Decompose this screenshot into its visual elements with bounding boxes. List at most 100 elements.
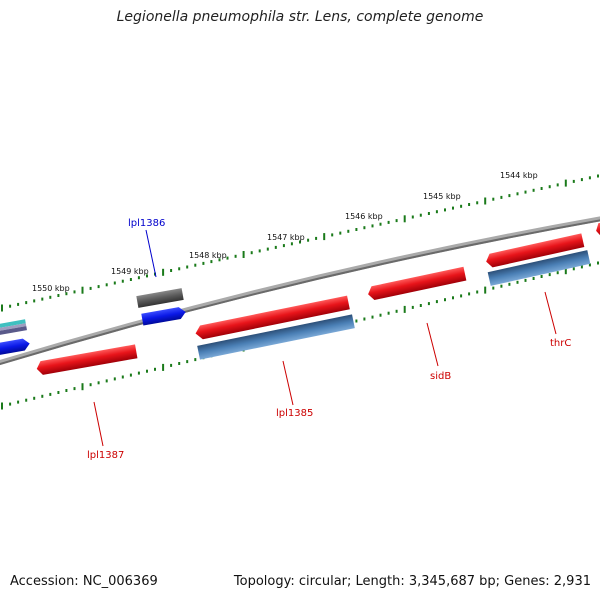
inner-scale-tick bbox=[597, 261, 599, 265]
inner-scale-tick bbox=[460, 294, 463, 298]
outer-scale-tick bbox=[492, 197, 495, 201]
outer-scale-tick bbox=[468, 203, 471, 206]
gene-cyan-edge[interactable] bbox=[0, 319, 27, 337]
genome-backbone bbox=[0, 216, 600, 366]
outer-scale-tick bbox=[49, 295, 52, 299]
outer-scale-tick bbox=[9, 304, 12, 308]
gene-red-sidb[interactable] bbox=[367, 266, 467, 301]
outer-scale-tick bbox=[65, 292, 68, 296]
gene-blue-small[interactable] bbox=[141, 306, 186, 326]
inner-scale-tick bbox=[170, 363, 173, 367]
kbp-label-1546: 1546 kbp bbox=[345, 212, 383, 221]
outer-scale-tick bbox=[355, 228, 358, 231]
accession-text: Accession: NC_006369 bbox=[10, 574, 158, 589]
scale-ticks-outer bbox=[1, 174, 599, 312]
inner-scale-tick bbox=[492, 286, 495, 290]
outer-scale-tick bbox=[347, 229, 350, 233]
outer-scale-tick bbox=[234, 254, 237, 258]
inner-scale-tick bbox=[468, 292, 471, 296]
gene-label-thrc[interactable]: thrC bbox=[550, 338, 571, 349]
gene-red-2[interactable] bbox=[485, 233, 585, 268]
outer-scale-tick bbox=[500, 195, 503, 199]
outer-scale-tick bbox=[307, 238, 310, 242]
outer-scale-tick bbox=[290, 242, 293, 246]
outer-scale-tick bbox=[218, 258, 221, 262]
inner-scale-tick bbox=[411, 305, 414, 309]
inner-scale-tick bbox=[97, 381, 100, 385]
inner-scale-tick bbox=[178, 362, 181, 365]
leader-lpl1386 bbox=[145, 229, 157, 278]
inner-scale-tick bbox=[548, 273, 551, 277]
inner-scale-tick bbox=[476, 290, 479, 294]
outer-scale-tick bbox=[282, 244, 285, 248]
gene-steel-lpl1385[interactable] bbox=[197, 314, 355, 360]
gene-label-lpl1385[interactable]: lpl1385 bbox=[276, 408, 313, 419]
outer-scale-tick bbox=[242, 251, 245, 258]
genome-summary-text: Topology: circular; Length: 3,345,687 bp… bbox=[233, 574, 591, 589]
outer-scale-tick bbox=[146, 274, 148, 278]
outer-scale-tick bbox=[89, 286, 92, 290]
gene-red-lpl1387[interactable] bbox=[36, 344, 138, 375]
outer-scale-tick bbox=[17, 302, 20, 306]
inner-scale-tick bbox=[403, 305, 406, 313]
outer-scale-tick bbox=[419, 213, 422, 217]
inner-scale-tick bbox=[516, 280, 519, 284]
outer-scale-tick bbox=[387, 220, 390, 224]
outer-scale-tick bbox=[226, 256, 229, 260]
inner-scale-tick bbox=[9, 402, 12, 406]
inner-scale-tick bbox=[379, 313, 382, 317]
outer-scale-tick bbox=[97, 285, 100, 289]
outer-scale-tick bbox=[274, 245, 277, 249]
inner-scale-tick bbox=[41, 394, 44, 398]
gene-label-sidb[interactable]: sidB bbox=[430, 371, 451, 382]
outer-scale-tick bbox=[299, 240, 301, 244]
inner-scale-tick bbox=[105, 379, 108, 383]
outer-scale-tick bbox=[178, 267, 181, 271]
outer-scale-tick bbox=[170, 269, 173, 272]
outer-scale-tick bbox=[41, 297, 44, 301]
inner-scale-tick bbox=[452, 296, 454, 300]
gene-lpl1386-gray[interactable] bbox=[136, 288, 184, 308]
kbp-label-1550: 1550 kbp bbox=[32, 284, 70, 293]
leader-sidb bbox=[426, 322, 439, 367]
outer-scale-tick bbox=[476, 201, 479, 205]
inner-scale-tick bbox=[33, 396, 36, 400]
inner-scale-tick bbox=[25, 398, 28, 402]
kbp-label-1548: 1548 kbp bbox=[189, 251, 227, 260]
gene-steel-thrc[interactable] bbox=[487, 250, 591, 286]
inner-scale-tick bbox=[113, 377, 116, 381]
inner-scale-tick bbox=[186, 360, 189, 364]
outer-scale-tick bbox=[460, 204, 463, 208]
gene-label-lpl1387[interactable]: lpl1387 bbox=[87, 450, 124, 461]
inner-scale-tick bbox=[363, 317, 366, 321]
outer-scale-tick bbox=[379, 222, 382, 226]
inner-scale-tick bbox=[57, 391, 60, 394]
outer-scale-tick bbox=[580, 178, 583, 182]
leader-lpl1387 bbox=[93, 401, 104, 447]
outer-scale-tick bbox=[363, 226, 366, 230]
outer-scale-tick bbox=[194, 263, 197, 267]
inner-scale-tick bbox=[556, 271, 559, 275]
inner-scale-tick bbox=[580, 265, 583, 269]
gene-label-lpl1386[interactable]: lpl1386 bbox=[128, 218, 165, 229]
gene-red-1[interactable] bbox=[194, 295, 350, 341]
outer-scale-tick bbox=[121, 279, 124, 283]
gene-blue-edge[interactable] bbox=[0, 338, 31, 357]
outer-scale-tick bbox=[597, 174, 599, 178]
inner-scale-tick bbox=[508, 282, 511, 286]
inner-scale-tick bbox=[540, 275, 543, 278]
outer-scale-tick bbox=[532, 188, 535, 192]
outer-scale-tick bbox=[315, 236, 318, 240]
gene-red-edge-right[interactable] bbox=[595, 220, 600, 237]
outer-scale-tick bbox=[331, 233, 334, 237]
outer-scale-tick bbox=[484, 197, 487, 205]
outer-scale-tick bbox=[105, 283, 108, 287]
inner-scale-tick bbox=[355, 319, 358, 323]
kbp-label-1547: 1547 kbp bbox=[267, 233, 305, 242]
outer-scale-tick bbox=[427, 212, 430, 215]
inner-scale-tick bbox=[154, 367, 156, 371]
outer-scale-tick bbox=[25, 301, 28, 305]
outer-scale-tick bbox=[186, 265, 189, 269]
outer-scale-tick bbox=[556, 183, 559, 187]
